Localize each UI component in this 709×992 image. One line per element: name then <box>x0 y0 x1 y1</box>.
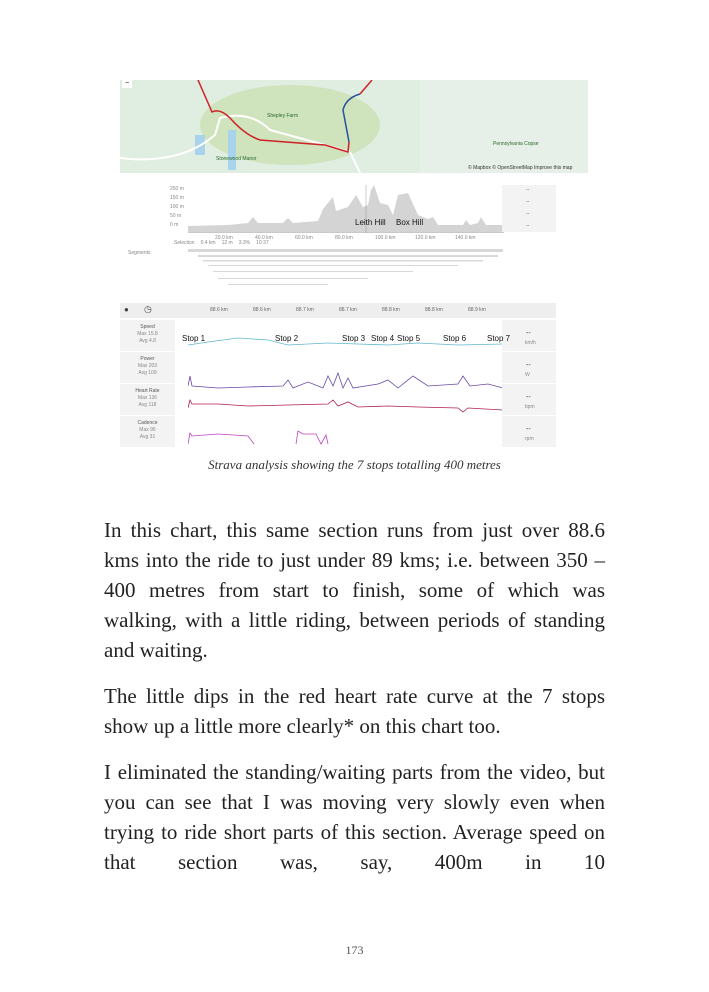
map-pin-icon[interactable]: ● <box>124 305 129 314</box>
metric-label-panel <box>120 384 175 415</box>
clock-icon[interactable]: ◷ <box>144 304 152 314</box>
metric-avg: Avg 4.8 <box>139 338 156 344</box>
elevation-x-tick: 60.0 km <box>295 235 313 241</box>
zoom-out-button[interactable]: − <box>122 80 132 88</box>
paragraph: The little dips in the red heart rate cu… <box>104 684 605 738</box>
map-attribution[interactable]: © Mapbox © OpenStreetMap Improve this ma… <box>468 165 573 171</box>
heart-rate-line <box>188 398 503 413</box>
metric-name: Speed <box>140 324 155 330</box>
selection-value: 0.4 km <box>200 240 216 246</box>
detail-x-tick: 88.8 km <box>382 307 400 313</box>
metric-unit: rpm <box>525 436 534 442</box>
metric-unit: W <box>525 372 530 378</box>
elevation-y-tick: 250 m <box>170 186 184 192</box>
metric-value: -- <box>526 330 531 337</box>
elevation-y-tick: 100 m <box>170 204 184 210</box>
metric-value: -- <box>526 426 531 433</box>
detail-x-tick: 88.9 km <box>468 307 486 313</box>
paragraph: In this chart, this same section runs fr… <box>104 518 605 662</box>
detail-x-tick: 88.7 km <box>339 307 357 313</box>
metric-unit: bpm <box>525 404 535 410</box>
figure-caption: Strava analysis showing the 7 stops tota… <box>208 457 501 472</box>
metric-max: Max 203 <box>137 363 158 369</box>
elevation-profile[interactable] <box>188 185 504 233</box>
stop-label: Stop 3 <box>342 334 366 343</box>
elevation-y-tick: 150 m <box>170 195 184 201</box>
power-line <box>188 371 503 390</box>
selection-value: 12 m <box>221 240 233 246</box>
stop-label: Stop 1 <box>182 334 206 343</box>
selection-value: 3.3% <box>238 240 251 246</box>
side-value: -- <box>526 199 530 205</box>
metric-value: -- <box>526 394 531 401</box>
body-text: In this chart, this same section runs fr… <box>104 515 605 893</box>
annotation-box-hill: Box Hill <box>396 218 424 227</box>
segments-label: Segments <box>128 250 151 256</box>
detail-x-tick: 88.6 km <box>210 307 228 313</box>
paragraph: I eliminated the standing/waiting parts … <box>104 760 605 874</box>
detail-x-tick: 88.6 km <box>253 307 271 313</box>
metric-avg: Avg 31 <box>139 434 156 440</box>
metric-name: Heart Rate <box>135 388 160 394</box>
metric-label-panel <box>120 416 175 447</box>
annotation-leith-hill: Leith Hill <box>355 218 386 227</box>
stop-label: Stop 2 <box>275 334 299 343</box>
stop-label: Stop 7 <box>487 334 511 343</box>
elevation-x-tick: 20.0 km <box>215 235 233 241</box>
elevation-x-tick: 140.0 km <box>455 235 476 241</box>
stop-label: Stop 4 <box>371 334 395 343</box>
detail-x-tick: 88.8 km <box>425 307 443 313</box>
metric-label-panel <box>120 320 175 351</box>
metric-value-panel <box>502 416 556 447</box>
map-label: Pennsylvania Copse <box>493 141 539 147</box>
detail-charts[interactable] <box>188 318 503 448</box>
segments-bars[interactable] <box>188 248 503 293</box>
side-value: -- <box>526 187 530 193</box>
metric-max: Max 136 <box>137 395 158 401</box>
side-value: -- <box>526 223 530 229</box>
map-label: Shepley Farm <box>267 113 299 119</box>
cadence-line <box>188 430 329 445</box>
selection-value: 10:37 <box>256 240 269 246</box>
metric-name: Power <box>140 356 155 362</box>
map-label: Stonewood Manor <box>216 156 257 162</box>
metric-value-panel <box>502 384 556 415</box>
metric-value-panel <box>502 352 556 383</box>
elevation-x-tick: 100.0 km <box>375 235 396 241</box>
detail-toolbar <box>120 303 556 318</box>
speed-line <box>188 337 503 346</box>
route-map[interactable]: − Shepley Farm Pennsylvania Copse Stonew… <box>120 80 588 173</box>
metric-avg: Avg 109 <box>138 370 157 376</box>
elevation-side-panel <box>502 185 556 232</box>
selection-stats: Selection 0.4 km 12 m 3.3% 10:37 <box>174 240 269 246</box>
detail-x-tick: 88.7 km <box>296 307 314 313</box>
side-value: -- <box>526 211 530 217</box>
metric-max: Max 96 <box>139 427 156 433</box>
metric-label-panel <box>120 352 175 383</box>
strava-screenshot: − Shepley Farm Pennsylvania Copse Stonew… <box>120 80 588 448</box>
metric-value-panel <box>502 320 556 351</box>
selection-value: Selection <box>174 240 195 246</box>
metric-unit: km/h <box>525 340 536 346</box>
elevation-x-tick: 80.0 km <box>335 235 353 241</box>
metric-avg: Avg 118 <box>138 402 157 408</box>
metric-value: -- <box>526 362 531 369</box>
elevation-y-tick: 50 m <box>170 213 182 219</box>
metric-max: Max 15.8 <box>137 331 158 337</box>
metric-name: Cadence <box>137 420 158 426</box>
elevation-x-tick: 120.0 km <box>415 235 436 241</box>
stop-label: Stop 6 <box>443 334 467 343</box>
elevation-x-tick: 40.0 km <box>255 235 273 241</box>
elevation-y-tick: 0 m <box>170 222 179 228</box>
stop-label: Stop 5 <box>397 334 421 343</box>
page-number: 173 <box>345 943 364 957</box>
